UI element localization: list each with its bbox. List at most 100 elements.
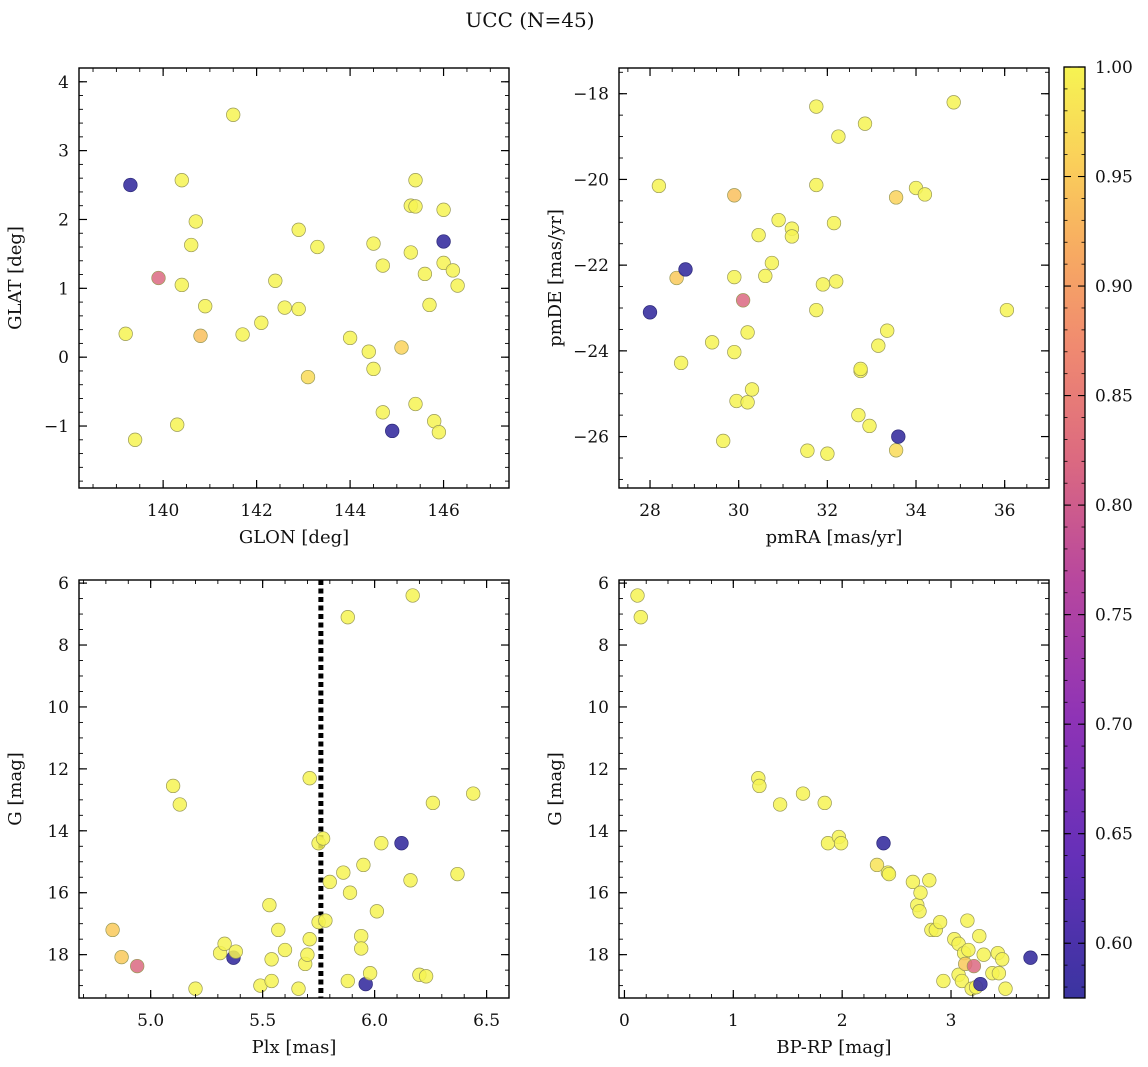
data-point — [318, 913, 333, 928]
data-point — [264, 973, 279, 989]
data-point — [888, 443, 904, 458]
data-point — [727, 269, 742, 285]
y-tick-label: 16 — [47, 884, 69, 904]
data-point — [217, 936, 232, 951]
y-tick-label: 18 — [587, 946, 609, 966]
x-tick-label: 1 — [728, 1011, 739, 1031]
data-point — [366, 236, 381, 251]
data-point — [193, 328, 208, 343]
data-point — [354, 941, 369, 956]
data-point — [262, 897, 277, 913]
data-point — [436, 234, 451, 249]
data-point — [973, 976, 988, 992]
data-point — [264, 952, 279, 967]
data-point — [408, 396, 423, 412]
data-point — [999, 302, 1015, 318]
data-point — [752, 778, 767, 794]
data-point — [450, 866, 465, 882]
data-point — [394, 340, 409, 355]
x-tick-label: 6.5 — [473, 1011, 500, 1031]
data-point — [673, 355, 689, 371]
data-point — [815, 277, 831, 292]
data-point — [809, 177, 824, 193]
scatter-points — [630, 588, 1038, 996]
data-point — [744, 382, 760, 397]
colorbar-tick-label: 0.65 — [1095, 825, 1133, 845]
data-point — [436, 255, 451, 271]
data-point — [450, 278, 465, 293]
data-point — [998, 981, 1013, 996]
data-point — [954, 973, 970, 989]
x-tick-label: 2 — [837, 1011, 848, 1031]
data-point — [151, 270, 166, 286]
data-point — [369, 904, 385, 919]
data-point — [418, 969, 434, 984]
x-axis-label: BP-RP [mag] — [776, 1037, 891, 1058]
x-tick-label: 5.0 — [137, 1011, 164, 1031]
x-tick-label: 36 — [994, 501, 1016, 521]
data-point — [1023, 950, 1038, 965]
data-point — [445, 263, 461, 278]
y-tick-label: −24 — [573, 342, 609, 362]
data-point — [254, 315, 269, 330]
x-axis-label: pmRA [mas/yr] — [766, 527, 903, 548]
y-tick-label: 12 — [587, 760, 609, 780]
axes-frame — [78, 67, 510, 489]
subplot-2: 28 30 32 34 36 −18 −20 −22 −24 −26 pmRA [mas/yr] pm… — [545, 67, 1050, 548]
y-tick-label: 6 — [58, 574, 69, 594]
x-tick-label: 144 — [334, 501, 366, 521]
data-point — [826, 215, 842, 231]
data-point — [123, 177, 138, 193]
y-tick-label: 12 — [47, 760, 69, 780]
data-point — [630, 588, 645, 603]
data-point — [342, 330, 358, 346]
data-point — [374, 836, 389, 851]
data-point — [633, 610, 648, 625]
y-tick-label: 8 — [598, 636, 609, 656]
colorbar-gradient — [1063, 66, 1086, 999]
y-tick-label: 18 — [47, 946, 69, 966]
data-point — [817, 795, 832, 811]
y-tick-label: 14 — [47, 822, 69, 842]
data-point — [315, 831, 331, 846]
data-point — [995, 952, 1010, 967]
data-point — [114, 949, 129, 965]
x-axis-label: Plx [mas] — [252, 1037, 337, 1058]
data-point — [922, 873, 937, 888]
colorbar-tick-label: 1.00 — [1095, 58, 1133, 78]
x-tick-label: 32 — [817, 501, 839, 521]
y-tick-label: 3 — [58, 142, 69, 162]
data-point — [758, 268, 773, 284]
data-point — [436, 202, 451, 217]
data-point — [784, 229, 800, 244]
data-point — [340, 973, 355, 989]
data-point — [833, 836, 849, 851]
data-point — [764, 255, 780, 271]
data-point — [226, 107, 241, 122]
data-point — [268, 273, 283, 288]
data-point — [417, 266, 433, 282]
y-tick-label: −1 — [44, 417, 69, 437]
x-tick-label: 3 — [946, 1011, 957, 1031]
colorbar-tick-label: 0.80 — [1095, 496, 1133, 516]
data-point — [740, 395, 755, 410]
data-point — [165, 778, 181, 794]
y-tick-label: 16 — [587, 884, 609, 904]
data-point — [228, 944, 243, 959]
data-point — [336, 865, 351, 880]
data-point — [946, 95, 961, 110]
x-tick-label: 140 — [147, 501, 179, 521]
axes-frame — [618, 67, 1050, 489]
y-tick-label: −18 — [573, 85, 609, 105]
data-point — [403, 873, 418, 888]
data-point — [829, 274, 844, 289]
data-point — [172, 797, 187, 812]
data-point — [277, 300, 292, 315]
scatter-points — [118, 107, 465, 447]
ticks: 5.0 5.5 6.0 6.5 6 8 10 12 14 16 18 — [47, 574, 510, 1031]
data-point — [771, 212, 786, 228]
data-point — [913, 885, 928, 900]
y-tick-label: 4 — [58, 73, 69, 93]
data-point — [408, 199, 423, 214]
